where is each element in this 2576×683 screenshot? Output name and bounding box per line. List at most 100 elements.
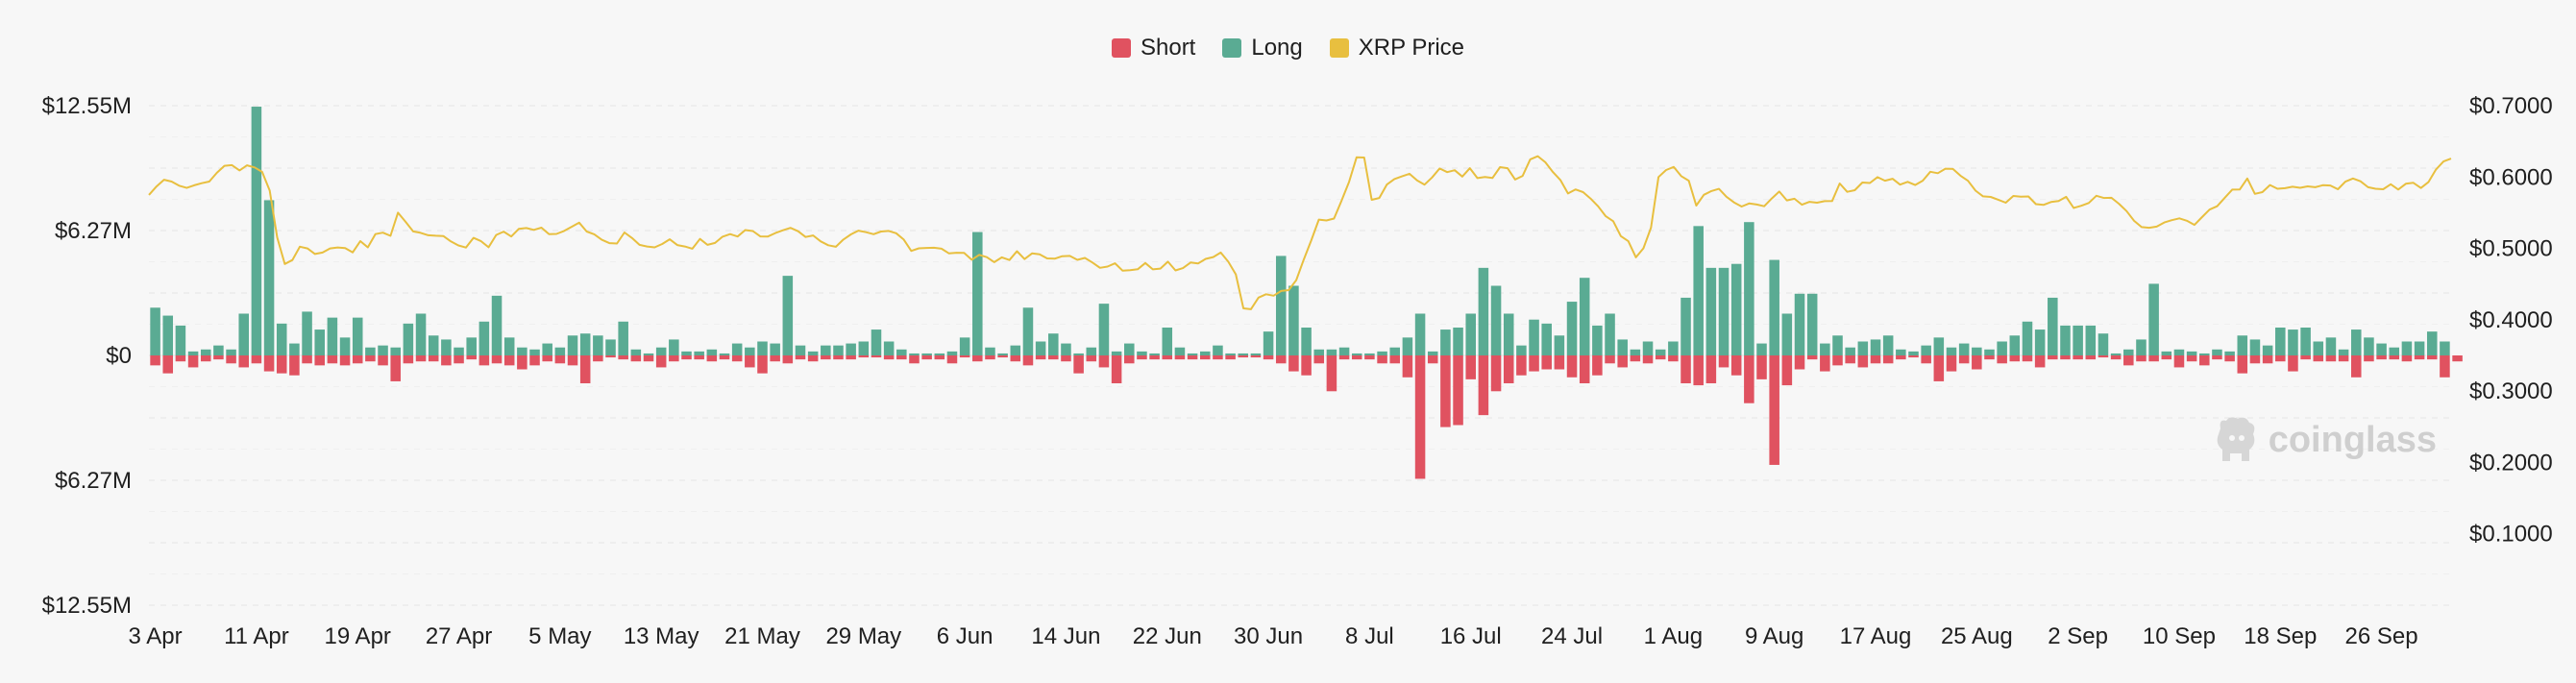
- short-bar[interactable]: [1958, 355, 1970, 364]
- short-bar[interactable]: [1744, 355, 1754, 403]
- long-bar[interactable]: [1972, 347, 1982, 355]
- long-bar[interactable]: [1263, 331, 1274, 355]
- long-bar[interactable]: [1845, 347, 1855, 355]
- long-bar[interactable]: [745, 347, 755, 355]
- long-bar[interactable]: [2199, 353, 2210, 355]
- long-bar[interactable]: [2426, 331, 2438, 355]
- short-bar[interactable]: [1048, 355, 1059, 360]
- long-bar[interactable]: [1250, 353, 1262, 355]
- long-bar[interactable]: [1693, 226, 1704, 355]
- long-bar[interactable]: [1756, 343, 1767, 355]
- short-bar[interactable]: [858, 355, 870, 358]
- long-bar[interactable]: [2224, 351, 2235, 355]
- long-bar[interactable]: [542, 343, 552, 355]
- short-bar[interactable]: [1137, 355, 1147, 360]
- short-bar[interactable]: [1238, 355, 1249, 358]
- short-bar[interactable]: [263, 355, 275, 372]
- short-bar[interactable]: [2098, 355, 2109, 358]
- long-bar[interactable]: [2048, 297, 2058, 355]
- short-bar[interactable]: [1997, 355, 2007, 364]
- short-bar[interactable]: [1453, 355, 1463, 426]
- short-bar[interactable]: [2249, 355, 2261, 364]
- short-bar[interactable]: [821, 355, 831, 360]
- long-bar[interactable]: [1921, 345, 1931, 355]
- long-bar[interactable]: [1870, 339, 1881, 355]
- short-bar[interactable]: [150, 355, 160, 366]
- short-bar[interactable]: [2224, 355, 2235, 362]
- long-bar[interactable]: [1364, 353, 1375, 355]
- long-bar[interactable]: [972, 232, 983, 355]
- long-bar[interactable]: [921, 353, 932, 355]
- short-bar[interactable]: [441, 355, 452, 366]
- long-bar[interactable]: [2123, 349, 2134, 355]
- long-bar[interactable]: [2212, 349, 2222, 355]
- long-bar[interactable]: [2414, 341, 2425, 355]
- short-bar[interactable]: [2148, 355, 2159, 362]
- short-bar[interactable]: [1554, 355, 1565, 370]
- short-bar[interactable]: [365, 355, 376, 362]
- short-bar[interactable]: [238, 355, 250, 368]
- short-bar[interactable]: [1503, 355, 1514, 384]
- short-bar[interactable]: [706, 355, 718, 362]
- short-bar[interactable]: [378, 355, 388, 366]
- long-bar[interactable]: [1857, 341, 1869, 355]
- long-bar[interactable]: [1453, 327, 1463, 355]
- short-bar[interactable]: [1541, 355, 1552, 370]
- long-bar[interactable]: [934, 353, 945, 355]
- short-bar[interactable]: [2173, 355, 2185, 368]
- short-bar[interactable]: [934, 355, 945, 360]
- short-bar[interactable]: [1149, 355, 1160, 360]
- long-bar[interactable]: [2085, 325, 2097, 355]
- legend-item-long[interactable]: Long: [1222, 35, 1303, 61]
- short-bar[interactable]: [909, 355, 920, 364]
- short-bar[interactable]: [2426, 355, 2438, 360]
- long-bar[interactable]: [1503, 313, 1514, 355]
- long-bar[interactable]: [2376, 343, 2387, 355]
- long-bar[interactable]: [807, 351, 819, 355]
- short-bar[interactable]: [415, 355, 427, 362]
- long-bar[interactable]: [706, 349, 718, 355]
- long-bar[interactable]: [694, 351, 704, 355]
- long-bar[interactable]: [946, 351, 958, 355]
- long-bar[interactable]: [2098, 333, 2109, 355]
- short-bar[interactable]: [630, 355, 642, 362]
- short-bar[interactable]: [2110, 355, 2122, 360]
- short-bar[interactable]: [1402, 355, 1413, 378]
- short-bar[interactable]: [959, 355, 970, 358]
- short-bar[interactable]: [1338, 355, 1350, 360]
- long-bar[interactable]: [1781, 313, 1793, 355]
- long-bar[interactable]: [1174, 347, 1186, 355]
- long-bar[interactable]: [567, 335, 578, 355]
- long-bar[interactable]: [1086, 347, 1097, 355]
- short-bar[interactable]: [1162, 355, 1173, 360]
- long-bar[interactable]: [2237, 335, 2248, 355]
- long-bar[interactable]: [1529, 319, 1539, 355]
- long-bar[interactable]: [1958, 343, 1970, 355]
- long-bar[interactable]: [1718, 267, 1730, 355]
- long-bar[interactable]: [1389, 347, 1401, 355]
- long-bar[interactable]: [503, 337, 515, 355]
- short-bar[interactable]: [2237, 355, 2248, 374]
- short-bar[interactable]: [1972, 355, 1982, 370]
- long-bar[interactable]: [757, 341, 768, 355]
- short-bar[interactable]: [1984, 355, 1995, 360]
- long-bar[interactable]: [681, 351, 692, 355]
- short-bar[interactable]: [770, 355, 780, 362]
- legend-item-price[interactable]: XRP Price: [1329, 35, 1464, 61]
- long-bar[interactable]: [2262, 345, 2273, 355]
- short-bar[interactable]: [1730, 355, 1742, 376]
- short-bar[interactable]: [1250, 355, 1262, 358]
- short-bar[interactable]: [175, 355, 186, 362]
- short-bar[interactable]: [846, 355, 856, 360]
- long-bar[interactable]: [821, 345, 831, 355]
- short-bar[interactable]: [655, 355, 667, 368]
- short-bar[interactable]: [1313, 355, 1325, 364]
- long-bar[interactable]: [1730, 263, 1742, 355]
- long-bar[interactable]: [1288, 285, 1299, 355]
- long-bar[interactable]: [846, 343, 856, 355]
- long-bar[interactable]: [1061, 343, 1071, 355]
- long-bar[interactable]: [1301, 327, 1312, 355]
- long-bar[interactable]: [1579, 278, 1590, 355]
- long-bar[interactable]: [428, 335, 439, 355]
- short-bar[interactable]: [491, 355, 503, 364]
